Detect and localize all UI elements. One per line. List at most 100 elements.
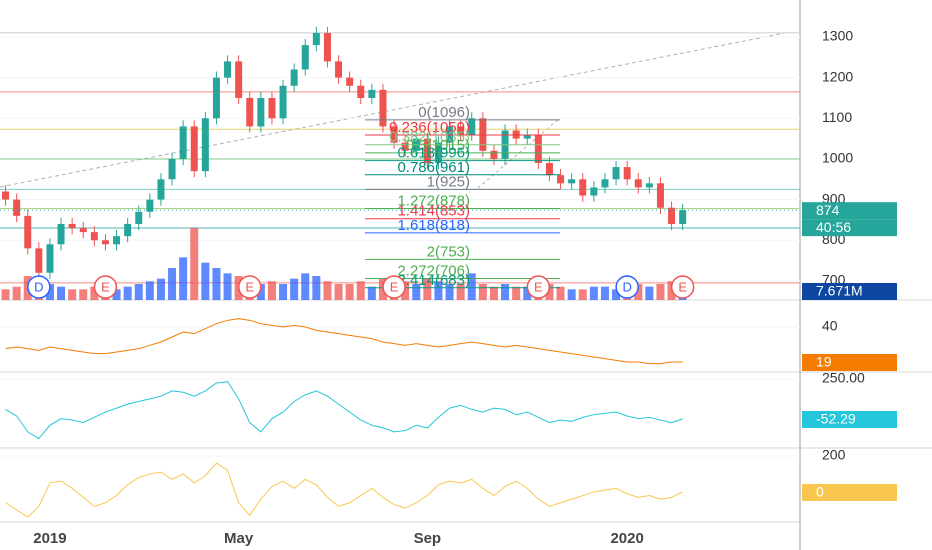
volume-bar: [68, 289, 77, 300]
indicator-line: [5, 318, 683, 365]
event-label: E: [390, 279, 399, 294]
candle-body: [312, 32, 320, 46]
fib-label: 2(753): [427, 243, 470, 260]
event-label: D: [622, 279, 631, 294]
volume-bar: [156, 278, 165, 300]
volume-bar: [79, 289, 88, 300]
event-label: E: [245, 279, 254, 294]
indicator-tag-bg: [802, 410, 897, 428]
fib-label: 2.272(706): [397, 262, 470, 279]
candle-body: [679, 210, 687, 224]
volume-bar: [656, 284, 665, 300]
x-tick-label: May: [224, 530, 254, 547]
candle-body: [346, 77, 354, 86]
x-tick-label: 2020: [610, 530, 643, 547]
fib-label: 1(925): [427, 173, 470, 190]
volume-bar: [267, 281, 276, 300]
candle-body: [335, 61, 343, 78]
countdown-tag-bg: [802, 219, 897, 237]
y-tick-label: 250.00: [822, 370, 865, 386]
candle-body: [623, 167, 631, 180]
candle-body: [24, 215, 32, 249]
event-label: E: [101, 279, 110, 294]
fib-label: 0.236(1059): [389, 119, 470, 136]
indicator-tag-bg: [802, 354, 897, 371]
volume-tag: 7.671M: [816, 283, 863, 299]
candle-body: [235, 61, 243, 98]
fib-label: 0(1096): [418, 104, 470, 121]
candle-body: [357, 85, 365, 98]
candle-body: [201, 118, 209, 172]
indicator-tag-bg: [802, 483, 897, 501]
candle-body: [113, 236, 121, 245]
volume-bar: [600, 286, 609, 300]
volume-bar: [467, 273, 476, 300]
event-marker: [238, 275, 262, 299]
volume-tag-bg: [802, 283, 897, 300]
candle-body: [557, 175, 565, 184]
volume-bar: [134, 284, 143, 300]
fib-label: 1.272(878): [397, 193, 470, 210]
candle-body: [568, 179, 576, 184]
candle-body: [157, 179, 165, 200]
volume-bar: [445, 284, 454, 300]
candle-body: [645, 183, 653, 188]
trend-line: [0, 32, 786, 188]
event-marker: [27, 275, 51, 299]
candle-body: [301, 45, 309, 70]
candle-body: [545, 163, 553, 176]
candle-body: [90, 232, 98, 241]
volume-bar: [290, 278, 299, 300]
last-price-tag-bg: [802, 202, 897, 220]
fib-label: 0.618(996): [397, 145, 470, 162]
volume-bar: [190, 228, 199, 300]
indicator-line: [5, 462, 683, 518]
candle-body: [179, 126, 187, 159]
volume-bar: [301, 273, 310, 300]
candle-body: [368, 89, 376, 98]
fib-label: 0.5(1015): [406, 137, 470, 154]
volume-bar: [168, 268, 177, 300]
event-marker: [382, 275, 406, 299]
volume-bar: [201, 262, 210, 300]
event-label: D: [34, 279, 43, 294]
volume-bar: [634, 284, 643, 300]
fib-label: 1.618(818): [397, 217, 470, 234]
volume-bar: [90, 286, 99, 300]
volume-bar: [112, 289, 121, 300]
volume-bar: [412, 284, 421, 300]
candle-body: [423, 138, 431, 164]
candle-body: [168, 158, 176, 180]
y-tick-label: 40: [822, 318, 838, 334]
y-tick-label: 1200: [822, 68, 853, 84]
candle-body: [190, 126, 198, 172]
candle-body: [68, 223, 76, 229]
candle-body: [2, 191, 10, 200]
candle-body: [101, 240, 109, 245]
volume-bar: [312, 276, 321, 300]
event-marker: [93, 275, 118, 299]
candle-body: [601, 179, 609, 188]
volume-bar: [356, 281, 365, 300]
x-tick-label: Sep: [414, 530, 442, 547]
candle-body: [490, 150, 498, 159]
candle-body: [246, 97, 254, 127]
event-label: E: [678, 279, 687, 294]
candle-body: [35, 248, 43, 273]
volume-bar: [478, 284, 487, 300]
candle-body: [257, 97, 265, 127]
fib-label: 0.382(1035): [389, 129, 470, 146]
last-price-tag: 874: [816, 202, 840, 218]
candle-body: [612, 167, 620, 180]
volume-bar: [57, 286, 66, 300]
candle-body: [57, 223, 65, 245]
volume-bar: [434, 281, 443, 300]
volume-bar: [323, 281, 332, 300]
volume-bar: [345, 284, 354, 300]
candle-body: [13, 199, 21, 216]
candle-body: [534, 134, 542, 164]
volume-bar: [589, 286, 598, 300]
y-tick-label: 1000: [822, 150, 853, 166]
volume-bar: [367, 286, 376, 300]
